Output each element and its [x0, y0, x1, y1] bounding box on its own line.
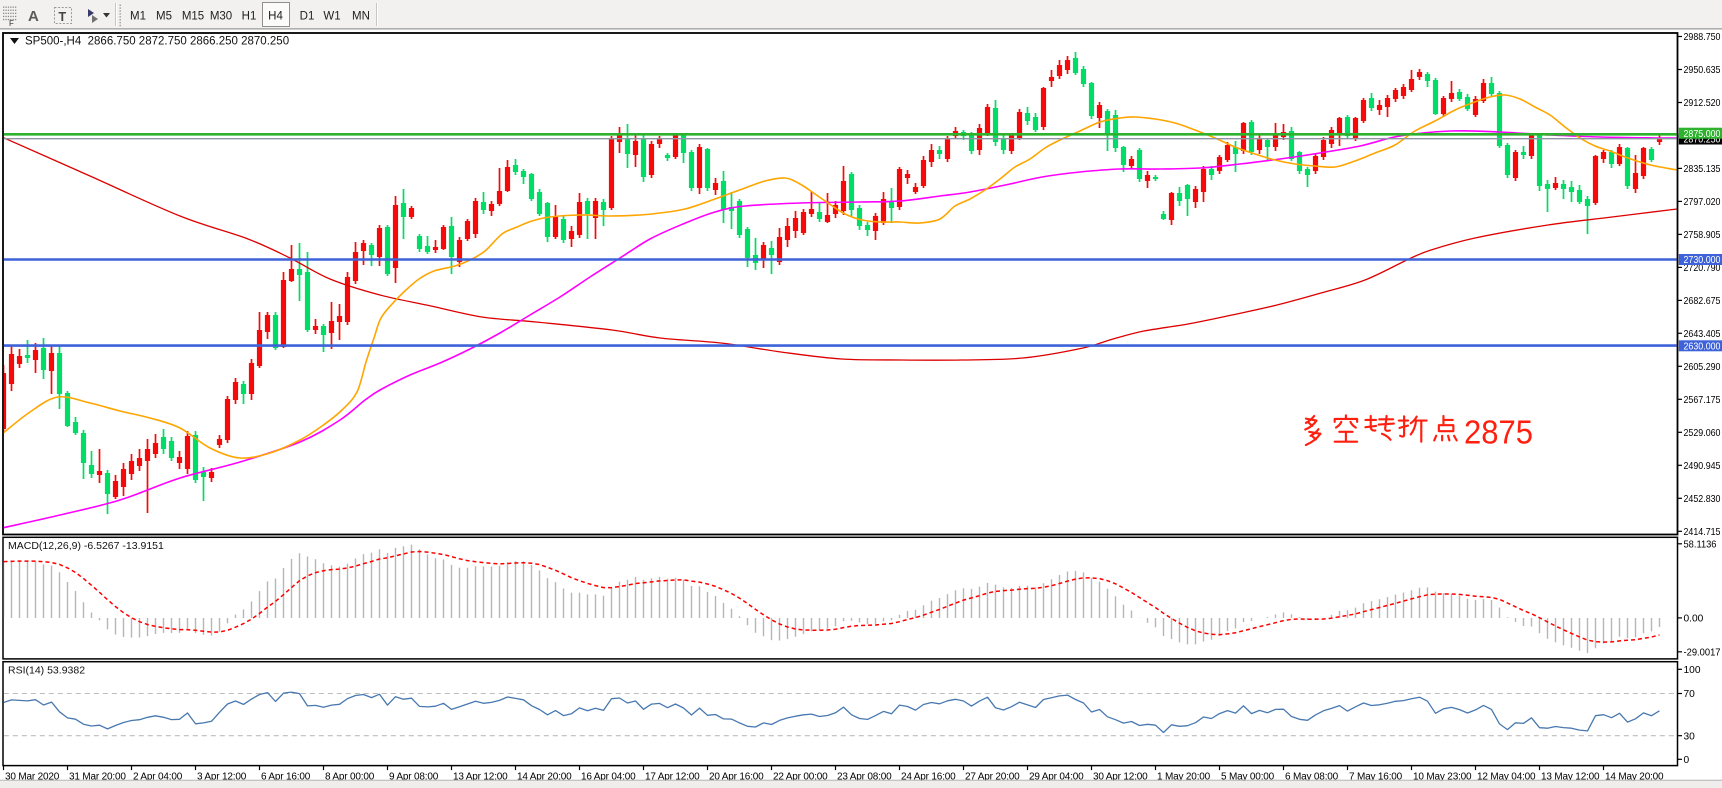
- svg-text:100: 100: [1684, 665, 1701, 676]
- svg-text:2567.175: 2567.175: [1684, 395, 1721, 406]
- svg-text:2 Apr 04:00: 2 Apr 04:00: [133, 771, 183, 782]
- svg-text:23 Apr 08:00: 23 Apr 08:00: [837, 771, 892, 782]
- svg-text:7 May 16:00: 7 May 16:00: [1349, 771, 1403, 782]
- svg-text:6 May 08:00: 6 May 08:00: [1285, 771, 1339, 782]
- svg-text:W1: W1: [323, 11, 340, 23]
- svg-text:17 Apr 12:00: 17 Apr 12:00: [645, 771, 700, 782]
- svg-text:2730.000: 2730.000: [1684, 255, 1721, 266]
- svg-text:2490.945: 2490.945: [1684, 461, 1721, 472]
- svg-text:MACD(12,26,9) -6.5267 -13.9151: MACD(12,26,9) -6.5267 -13.9151: [8, 540, 164, 552]
- svg-text:2912.520: 2912.520: [1684, 98, 1721, 109]
- svg-text:-29.0017: -29.0017: [1684, 647, 1721, 658]
- svg-text:8 Apr 00:00: 8 Apr 00:00: [325, 771, 375, 782]
- svg-text:14 May 20:00: 14 May 20:00: [1605, 771, 1664, 782]
- svg-text:T: T: [59, 10, 67, 24]
- svg-text:14 Apr 20:00: 14 Apr 20:00: [517, 771, 572, 782]
- svg-text:2875: 2875: [1464, 414, 1533, 451]
- svg-text:2870.250: 2870.250: [1684, 135, 1721, 146]
- svg-text:1 May 20:00: 1 May 20:00: [1157, 771, 1211, 782]
- svg-text:SP500-,H4 2866.750 2872.750 2: SP500-,H4 2866.750 2872.750 2866.250 287…: [25, 36, 289, 48]
- svg-text:22 Apr 00:00: 22 Apr 00:00: [773, 771, 828, 782]
- svg-text:H4: H4: [268, 11, 283, 23]
- svg-text:2835.135: 2835.135: [1684, 164, 1721, 175]
- svg-text:31 Mar 20:00: 31 Mar 20:00: [69, 771, 126, 782]
- svg-text:30 Mar 2020: 30 Mar 2020: [5, 771, 60, 782]
- svg-text:M15: M15: [182, 11, 204, 23]
- svg-text:2875.000: 2875.000: [1684, 129, 1721, 140]
- svg-text:0: 0: [1684, 755, 1690, 766]
- svg-text:M5: M5: [156, 11, 172, 23]
- svg-text:2452.830: 2452.830: [1684, 494, 1721, 505]
- svg-text:5 May 00:00: 5 May 00:00: [1221, 771, 1275, 782]
- svg-text:2605.290: 2605.290: [1684, 362, 1721, 373]
- svg-text:30: 30: [1684, 731, 1696, 742]
- svg-text:RSI(14) 53.9382: RSI(14) 53.9382: [8, 665, 85, 677]
- svg-text:2797.020: 2797.020: [1684, 197, 1721, 208]
- svg-text:16 Apr 04:00: 16 Apr 04:00: [581, 771, 636, 782]
- svg-text:20 Apr 16:00: 20 Apr 16:00: [709, 771, 764, 782]
- svg-text:H1: H1: [242, 11, 257, 23]
- svg-text:2758.905: 2758.905: [1684, 230, 1721, 241]
- svg-text:D1: D1: [300, 11, 315, 23]
- svg-text:27 Apr 20:00: 27 Apr 20:00: [965, 771, 1020, 782]
- svg-text:2682.675: 2682.675: [1684, 296, 1721, 307]
- svg-text:2643.405: 2643.405: [1684, 329, 1721, 340]
- svg-text:29 Apr 04:00: 29 Apr 04:00: [1029, 771, 1084, 782]
- svg-text:0.00: 0.00: [1684, 614, 1704, 625]
- svg-text:3 Apr 12:00: 3 Apr 12:00: [197, 771, 247, 782]
- svg-text:70: 70: [1684, 689, 1696, 700]
- svg-text:58.1136: 58.1136: [1684, 539, 1717, 550]
- svg-text:F: F: [9, 19, 14, 28]
- svg-text:10 May 23:00: 10 May 23:00: [1413, 771, 1472, 782]
- svg-text:M1: M1: [130, 11, 146, 23]
- svg-text:13 May 12:00: 13 May 12:00: [1541, 771, 1600, 782]
- svg-text:2630.000: 2630.000: [1684, 342, 1721, 353]
- svg-text:9 Apr 08:00: 9 Apr 08:00: [389, 771, 439, 782]
- svg-text:6 Apr 16:00: 6 Apr 16:00: [261, 771, 311, 782]
- svg-text:30 Apr 12:00: 30 Apr 12:00: [1093, 771, 1148, 782]
- svg-text:A: A: [28, 8, 39, 25]
- svg-text:13 Apr 12:00: 13 Apr 12:00: [453, 771, 508, 782]
- svg-text:2529.060: 2529.060: [1684, 428, 1721, 439]
- svg-text:2950.635: 2950.635: [1684, 65, 1721, 76]
- svg-text:2414.715: 2414.715: [1684, 527, 1721, 538]
- svg-text:MN: MN: [352, 11, 370, 23]
- svg-text:2988.750: 2988.750: [1684, 32, 1721, 43]
- svg-text:M30: M30: [210, 11, 232, 23]
- svg-text:2720.790: 2720.790: [1684, 263, 1721, 274]
- svg-text:24 Apr 16:00: 24 Apr 16:00: [901, 771, 956, 782]
- svg-text:12 May 04:00: 12 May 04:00: [1477, 771, 1536, 782]
